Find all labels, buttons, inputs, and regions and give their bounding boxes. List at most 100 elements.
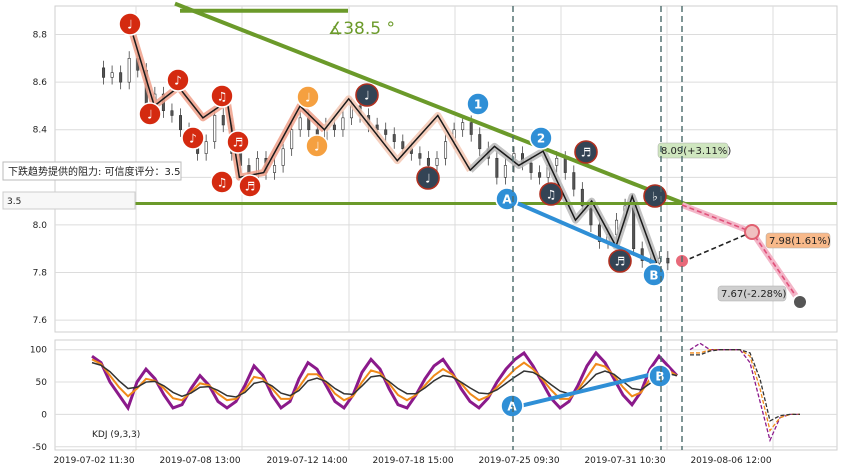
kdj-frame — [54, 339, 838, 451]
forecast-box — [765, 232, 831, 249]
wave-label-circle — [466, 92, 490, 116]
candle-body — [384, 129, 388, 135]
resistance-trendline — [174, 1, 691, 208]
price-tick-label: 8.0 — [33, 221, 48, 231]
wave-label-text: ♩ — [314, 140, 320, 154]
wave-label-circle — [166, 68, 190, 92]
candle-body — [401, 141, 405, 150]
price-tick-label: 8.8 — [33, 31, 48, 41]
candle-body — [444, 141, 448, 159]
candle-body — [221, 115, 225, 126]
wave-label-text: B — [649, 269, 658, 283]
wave-label-text: ♩ — [127, 18, 133, 32]
wave-label-circle — [226, 130, 250, 154]
kdj-forecast — [690, 349, 800, 422]
wave-label-circle — [355, 83, 379, 107]
kdj-forecast — [689, 342, 800, 443]
candle-body — [110, 72, 114, 78]
forecast-label: 7.98(1.61%) — [769, 236, 831, 247]
x-tick-label: 2019-07-02 11:30 — [53, 456, 134, 466]
candle-body — [495, 157, 499, 178]
candle-body — [555, 157, 559, 166]
kdj-trend-line — [511, 370, 661, 410]
candle-body — [597, 224, 601, 242]
x-tick-label: 2019-07-18 15:00 — [372, 456, 453, 466]
candle-body — [119, 72, 123, 83]
candle-body — [204, 141, 208, 154]
x-tick-label: 2019-08-06 12:00 — [690, 456, 771, 466]
forecast-label: 7.67(-2.28%) — [721, 289, 787, 300]
wave-label-text: ♬ — [615, 255, 626, 269]
candle-body — [281, 148, 285, 166]
kdj-tick-label: -50 — [32, 443, 47, 453]
candle-body — [435, 157, 439, 166]
wave-label-circle — [539, 182, 563, 206]
candle-body — [290, 129, 294, 150]
candle-body — [640, 248, 644, 261]
wave-label-circle — [574, 140, 598, 164]
score-badge: 3.5 — [2, 191, 136, 210]
wave-label-circle — [608, 249, 632, 273]
wave-label-text: A — [502, 193, 512, 207]
resistance-text: 下跌趋势提供的阻力: 可信度评分：3.5 — [8, 165, 180, 178]
candle-body — [127, 58, 131, 83]
price-tick-label: 8.4 — [33, 126, 48, 136]
kdj-tick-label: 100 — [30, 346, 47, 356]
candle-body — [179, 115, 183, 131]
wave-label-text: ♫ — [217, 176, 228, 190]
support-line — [506, 196, 656, 265]
candle-body — [563, 157, 567, 173]
candle-body — [589, 205, 593, 226]
candle-body — [469, 122, 473, 135]
candle-body — [213, 115, 217, 142]
wave-label-circle — [529, 126, 553, 150]
forecast-box — [717, 285, 787, 302]
wave-label-text: 2 — [537, 132, 545, 146]
price-tick-label: 7.8 — [33, 269, 48, 279]
candle-body — [461, 122, 465, 131]
kdj-forecast — [690, 349, 800, 433]
x-tick-label: 2019-07-31 10:30 — [584, 456, 665, 466]
wave-label-text: ♩ — [147, 108, 153, 122]
x-tick-label: 2019-07-08 13:00 — [159, 456, 240, 466]
wave-label-circle — [138, 102, 162, 126]
x-tick-label: 2019-07-12 14:00 — [266, 456, 347, 466]
candle-body — [538, 172, 542, 178]
price-tick-label: 7.6 — [33, 316, 48, 326]
candle-body — [392, 134, 396, 142]
candle-body — [298, 117, 302, 131]
resistance-tooltip[interactable]: 下跌趋势提供的阻力: 可信度评分：3.5 — [2, 161, 182, 181]
candle-body — [478, 134, 482, 150]
wave-label-text: ♩ — [425, 172, 431, 186]
candle-body — [341, 117, 345, 131]
wave-label-circle — [495, 187, 519, 211]
wave-label-text: 1 — [474, 98, 482, 112]
wave-label-circle — [296, 85, 320, 109]
wave-label-text: ♪ — [189, 132, 197, 146]
score-text: 3.5 — [7, 197, 21, 207]
wave-label-circle — [305, 134, 329, 158]
kdj-label-circle — [648, 364, 672, 388]
zigzag-line — [129, 24, 658, 264]
wave-label-circle — [181, 126, 205, 150]
candle-body — [503, 165, 507, 178]
wave-label-text: ♬ — [233, 136, 244, 150]
kdj-title: KDJ (9,3,3) — [92, 430, 140, 440]
candle-body — [170, 110, 174, 116]
kdj-label-circle — [500, 394, 524, 418]
kdj-tick-label: 0 — [41, 410, 47, 420]
wave-label-text: ♬ — [581, 146, 592, 160]
forecast-path — [681, 231, 753, 263]
wave-label-circle — [210, 170, 234, 194]
wave-label-text: ♩ — [364, 89, 370, 103]
x-axis: 2019-07-02 11:30 2019-07-08 13:00 2019-07-… — [53, 456, 771, 466]
forecast-box — [657, 142, 729, 159]
candle-body — [102, 67, 106, 78]
wave-label-circle — [416, 166, 440, 190]
wave-label-text: ♪ — [174, 74, 182, 88]
forecast-end-dot — [792, 294, 808, 310]
wave-label-text: ♫ — [217, 90, 228, 104]
